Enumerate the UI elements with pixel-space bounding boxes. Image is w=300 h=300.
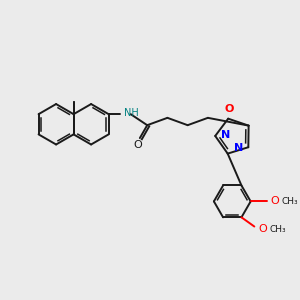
Text: O: O — [258, 224, 267, 234]
Text: N: N — [234, 143, 243, 153]
Text: O: O — [271, 196, 280, 206]
Text: CH₃: CH₃ — [282, 197, 298, 206]
Text: CH₃: CH₃ — [269, 225, 286, 234]
Text: NH: NH — [124, 108, 139, 118]
Text: O: O — [224, 104, 234, 114]
Text: N: N — [221, 130, 230, 140]
Text: O: O — [134, 140, 142, 150]
